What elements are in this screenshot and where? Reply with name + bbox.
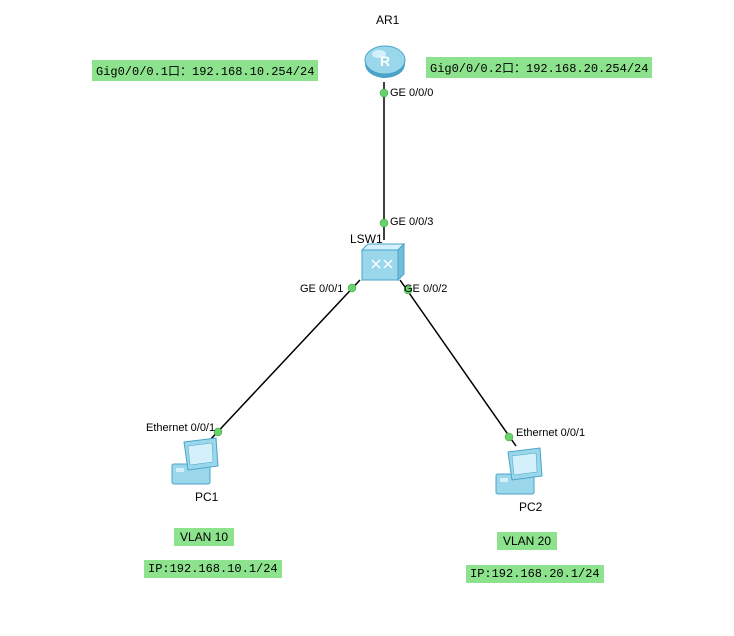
port-dot <box>214 428 222 436</box>
port-label-pc1-eth: Ethernet 0/0/1 <box>146 422 215 434</box>
router-icon[interactable]: R <box>363 40 407 89</box>
port-label-ge000: GE 0/0/0 <box>390 87 433 99</box>
switch-label: LSW1 <box>350 232 383 246</box>
port-label-pc2-eth: Ethernet 0/0/1 <box>516 427 585 439</box>
port-dot <box>505 433 513 441</box>
subif-2-info: Gig0/0/0.2口：192.168.20.254/24 <box>426 57 652 78</box>
port-dot <box>348 284 356 292</box>
pc1-vlan-info: VLAN 10 <box>174 528 234 546</box>
pc1-ip-info: IP:192.168.10.1/24 <box>144 560 282 578</box>
subif-1-info: Gig0/0/0.1口：192.168.10.254/24 <box>92 60 318 81</box>
pc1-label: PC1 <box>195 490 218 504</box>
link-lsw1-pc2 <box>400 280 516 446</box>
port-dot <box>380 89 388 97</box>
router-label: AR1 <box>376 13 399 27</box>
pc2-label: PC2 <box>519 500 542 514</box>
port-label-ge002: GE 0/0/2 <box>404 283 447 295</box>
svg-text:R: R <box>380 53 390 69</box>
pc2-icon[interactable] <box>492 446 548 503</box>
port-label-ge003: GE 0/0/3 <box>390 216 433 228</box>
topology-links <box>0 0 734 636</box>
pc2-ip-info: IP:192.168.20.1/24 <box>466 565 604 583</box>
pc1-icon[interactable] <box>168 436 224 493</box>
link-lsw1-pc1 <box>210 280 360 440</box>
port-dot <box>380 219 388 227</box>
switch-icon[interactable] <box>358 240 408 289</box>
pc2-vlan-info: VLAN 20 <box>497 532 557 550</box>
port-label-ge001: GE 0/0/1 <box>300 283 343 295</box>
